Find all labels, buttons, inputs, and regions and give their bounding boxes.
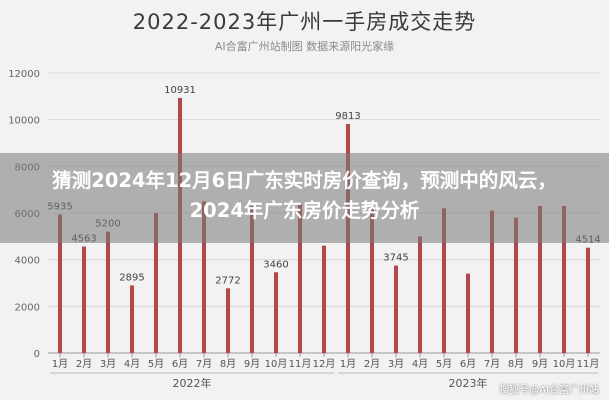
watermark: 搜狐号@AI合富广州站 [499,385,599,396]
data-label: 9813 [335,111,360,122]
x-tick-label: 1月 [52,358,68,370]
x-tick-label: 4月 [412,358,428,370]
bar [202,201,206,353]
bar [274,272,278,353]
x-tick-label: 1月 [340,358,356,370]
bar [418,236,422,353]
bar [250,206,254,353]
bar [394,265,398,353]
bar [154,213,158,353]
bar [442,208,446,353]
x-tick-label: 3月 [100,358,116,370]
x-tick-label: 11月 [289,358,312,370]
data-label: 2895 [119,272,144,283]
bar [514,217,518,353]
chart-title: 2022-2023年广州一手房成交走势 [132,10,477,34]
bar [466,273,470,353]
x-tick-label: 4月 [124,358,140,370]
bar [490,210,494,353]
x-tick-label: 9月 [244,358,260,370]
y-tick-label: 4000 [15,256,40,267]
x-tick-label: 10月 [553,358,576,370]
chart-subtitle: AI合富广州站制图 数据来源阳光家缘 [214,40,395,53]
bar [562,206,566,353]
x-tick-label: 2月 [76,358,92,370]
x-tick-label: 12月 [313,358,336,370]
bar [130,285,134,353]
y-tick-label: 10000 [8,116,40,127]
x-tick-label: 7月 [196,358,212,370]
x-tick-label: 7月 [484,358,500,370]
bar [370,206,374,353]
x-tick-label: 3月 [388,358,404,370]
y-tick-label: 2000 [15,302,40,313]
data-label: 2772 [215,275,240,286]
bar [586,247,590,353]
x-tick-label: 6月 [460,358,476,370]
article-headline: 猜测2024年12月6日广东实时房价查询，预测中的风云，2024年广东房价走势分… [52,169,557,222]
x-tick-label: 11月 [577,358,600,370]
data-label: 3460 [263,259,288,270]
year-group-label: 2023年 [449,376,488,390]
bar [58,214,62,353]
data-label: 3745 [383,253,408,264]
bar [298,203,302,353]
year-group-label: 2022年 [173,376,212,390]
x-tick-label: 6月 [172,358,188,370]
y-tick-label: 12000 [8,69,40,80]
x-tick-label: 2月 [364,358,380,370]
data-label: 10931 [164,85,196,96]
bar [322,245,326,353]
bar [226,288,230,353]
bar [538,206,542,353]
x-tick-label: 10月 [265,358,288,370]
x-tick-label: 8月 [508,358,524,370]
x-tick-label: 8月 [220,358,236,370]
x-tick-label: 5月 [148,358,164,370]
x-tick-label: 5月 [436,358,452,370]
bar [106,231,110,353]
headline-band [0,153,609,243]
x-tick-label: 9月 [532,358,548,370]
bar [82,246,86,353]
y-tick-label: 0 [34,349,40,360]
